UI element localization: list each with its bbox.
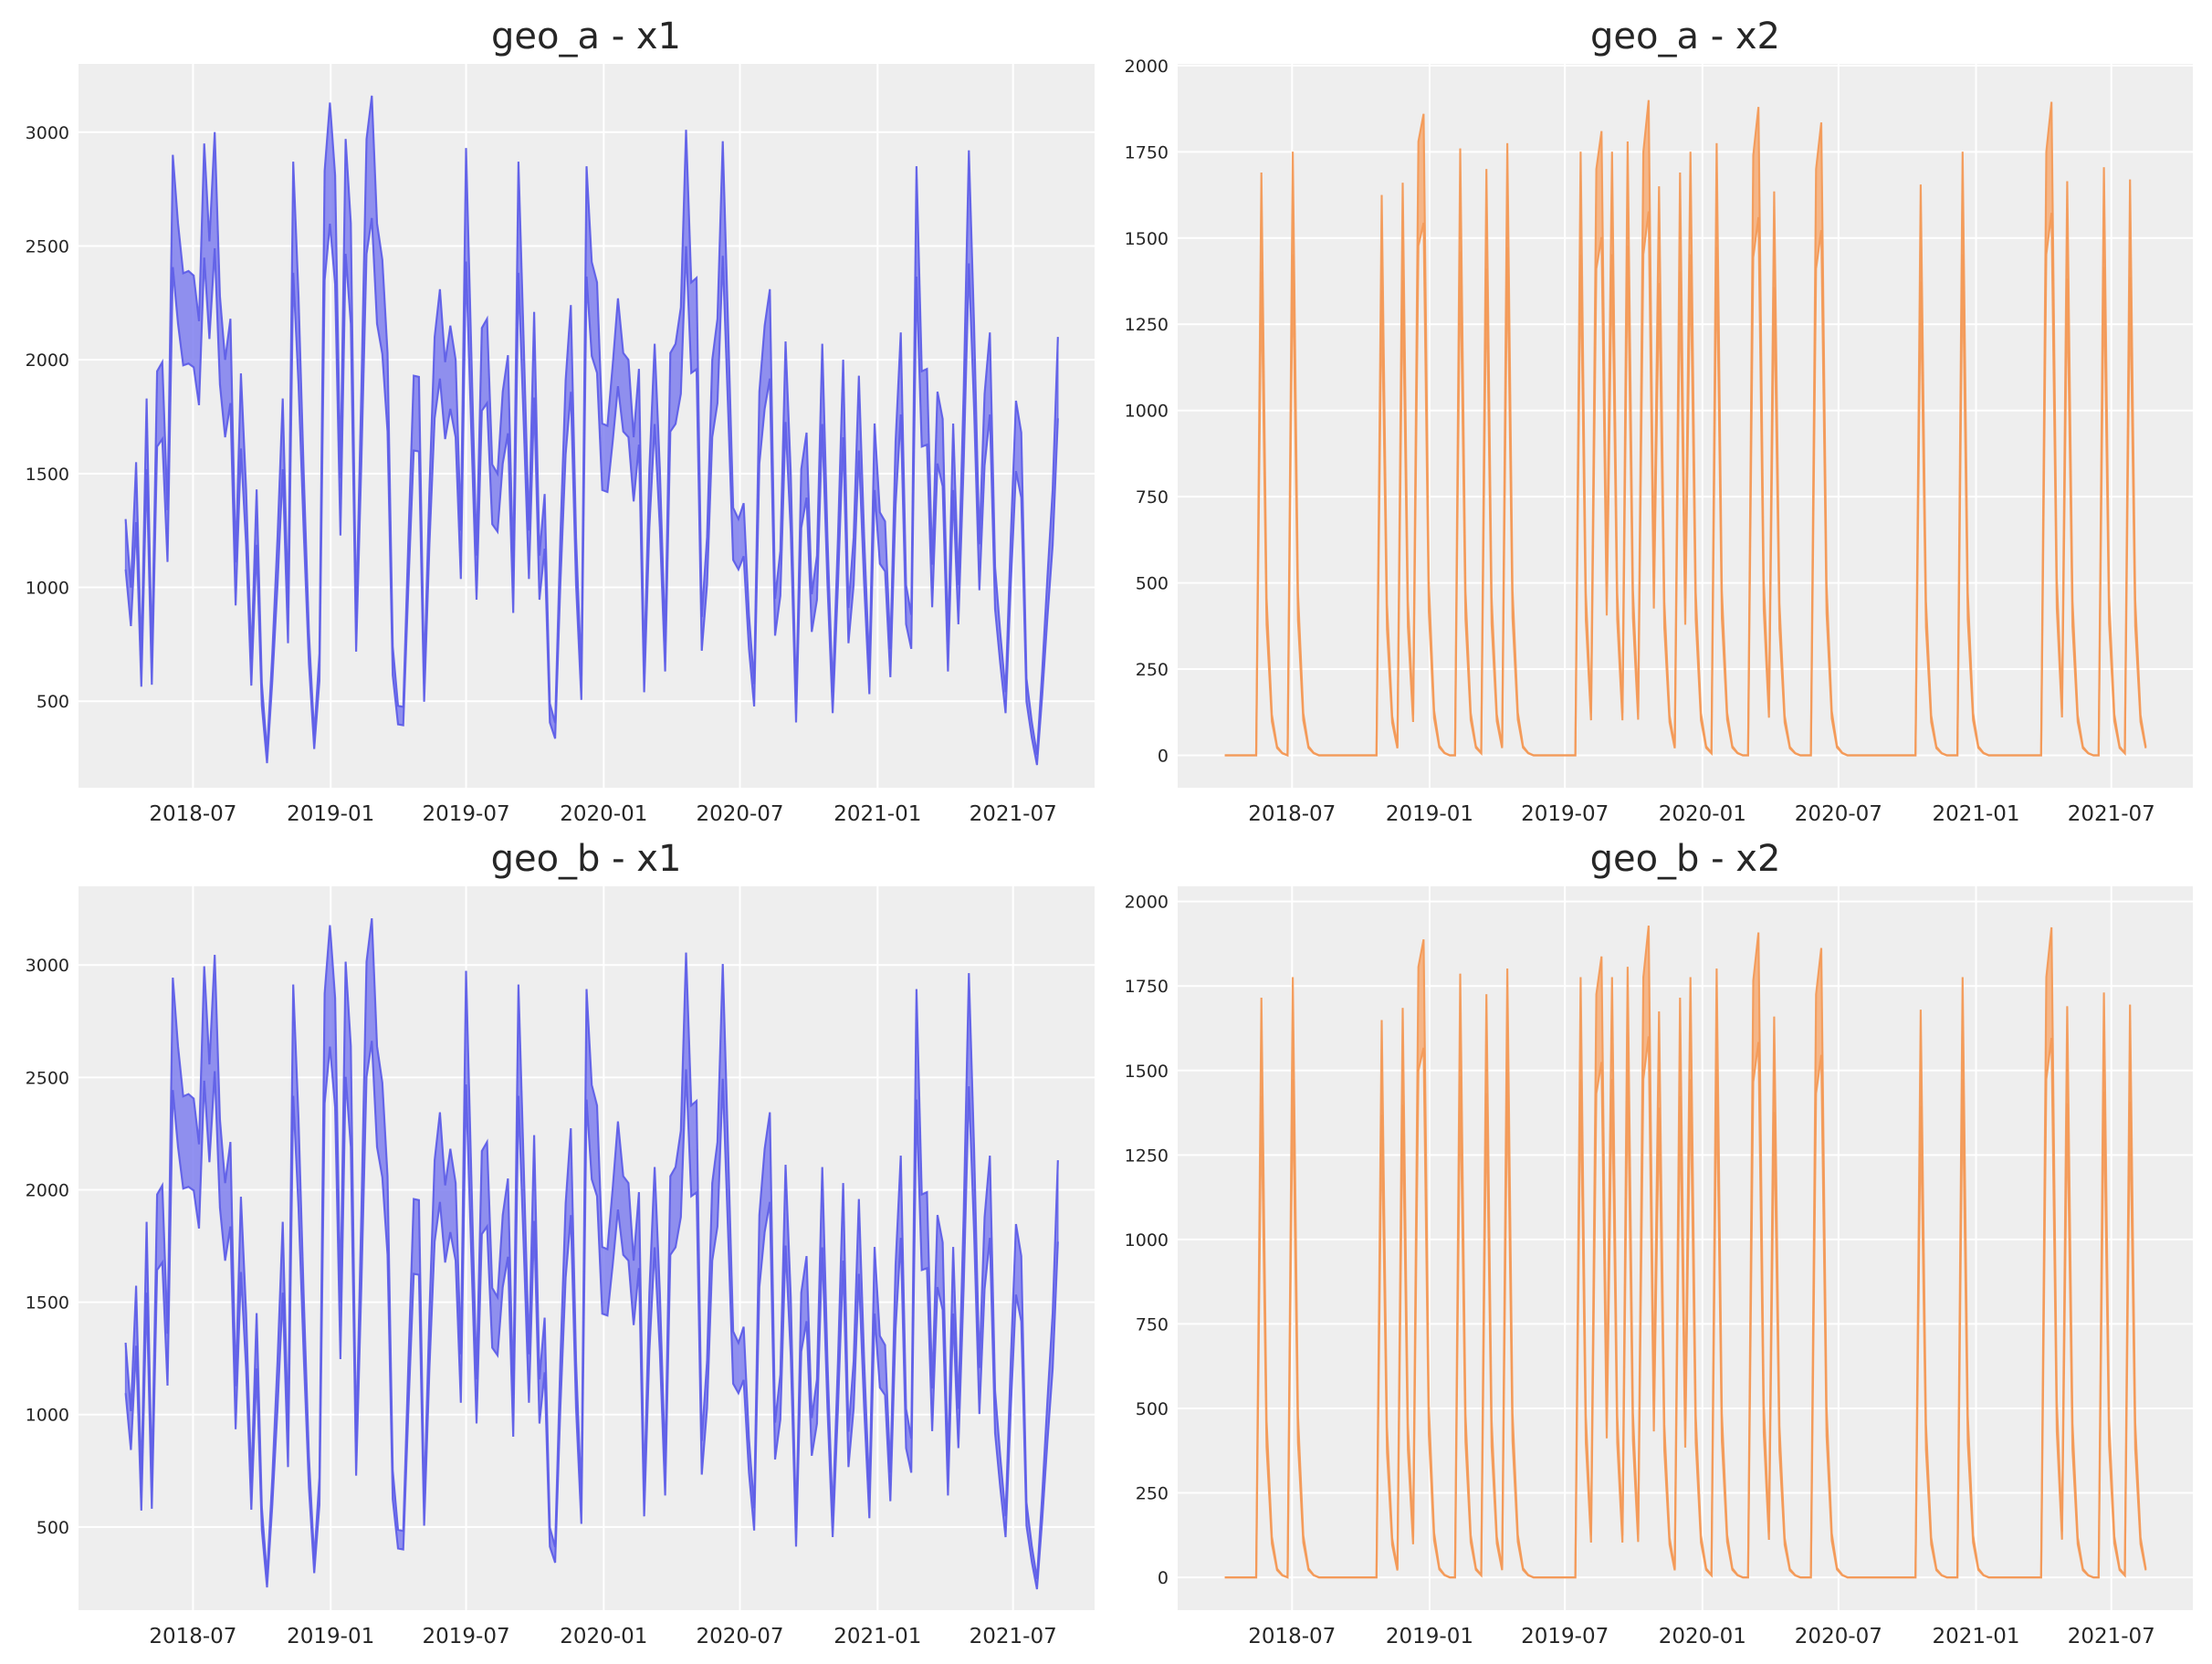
y-tick-label: 1000 (1125, 402, 1169, 422)
y-tick-label: 750 (1136, 487, 1169, 508)
x-tick-label: 2020-07 (1795, 1625, 1882, 1648)
y-tick-label: 0 (1158, 1568, 1169, 1588)
upper-line (124, 917, 1059, 1579)
y-tick-label: 500 (1136, 574, 1169, 594)
y-tick-label: 1750 (1125, 977, 1169, 997)
y-tick-label: 2000 (26, 1180, 69, 1200)
lower-line (124, 217, 1059, 766)
y-tick-label: 1500 (26, 465, 69, 485)
x-tick-label: 2021-07 (970, 802, 1057, 826)
x-tick-label: 2021-07 (2068, 802, 2155, 826)
panel-title: geo_b - x1 (491, 838, 682, 880)
y-tick-label: 2000 (26, 351, 69, 371)
y-tick-label: 1250 (1125, 315, 1169, 335)
panel-title: geo_a - x2 (1590, 16, 1780, 58)
y-tick-label: 250 (1136, 1484, 1169, 1504)
y-tick-label: 1750 (1125, 142, 1169, 162)
x-tick-label: 2020-01 (1659, 802, 1746, 826)
y-tick-label: 500 (37, 1518, 69, 1538)
panel-title: geo_b - x2 (1590, 838, 1781, 880)
x-tick-label: 2018-07 (1248, 1625, 1336, 1648)
x-tick-label: 2021-01 (1932, 802, 2019, 826)
x-tick-label: 2018-07 (149, 1625, 236, 1648)
x-tick-label: 2018-07 (1248, 802, 1336, 826)
x-tick-label: 2021-01 (1932, 1625, 2019, 1648)
y-tick-label: 3000 (26, 956, 69, 976)
y-tick-label: 750 (1136, 1314, 1169, 1334)
x-tick-label: 2019-01 (287, 802, 374, 826)
x-tick-label: 2019-01 (1386, 802, 1473, 826)
x-tick-label: 2019-07 (422, 802, 509, 826)
x-tick-label: 2019-01 (287, 1625, 374, 1648)
y-tick-label: 1000 (26, 1406, 69, 1426)
y-tick-label: 1000 (26, 579, 69, 599)
y-tick-label: 0 (1158, 746, 1169, 766)
lower-line (1224, 211, 2147, 758)
x-tick-label: 2019-07 (1521, 1625, 1609, 1648)
panel-geo-b-x2: geo_b - x2 0 250 500 750 1000 1250 1500 1750 200… (1125, 838, 2193, 1648)
x-tick-label: 2019-07 (422, 1625, 509, 1648)
x-tick-label: 2021-07 (2068, 1625, 2155, 1648)
x-tick-label: 2020-01 (1659, 1625, 1746, 1648)
lower-line (124, 1041, 1059, 1590)
panel-geo-b-x1: geo_b - x1 500 1000 1500 2000 2500 3000 2018-0… (26, 838, 1095, 1648)
y-tick-label: 500 (37, 692, 69, 712)
x-tick-label: 2020-07 (696, 1625, 783, 1648)
x-tick-label: 2018-07 (149, 802, 236, 826)
x-tick-label: 2019-07 (1521, 802, 1609, 826)
y-tick-label: 500 (1136, 1399, 1169, 1419)
y-tick-label: 1000 (1125, 1230, 1169, 1251)
y-tick-label: 1500 (1125, 229, 1169, 249)
y-tick-label: 3000 (26, 123, 69, 143)
panel-geo-a-x2: geo_a - x2 0 250 500 750 1000 1250 1500 1750 200… (1125, 16, 2193, 826)
plot-area (1178, 886, 2193, 1610)
y-tick-label: 2500 (26, 1068, 69, 1088)
x-tick-label: 2020-07 (1795, 802, 1882, 826)
y-tick-label: 2500 (26, 236, 69, 256)
x-tick-label: 2021-01 (833, 1625, 921, 1648)
plot-area (1178, 64, 2193, 788)
lower-line (1224, 1036, 2147, 1579)
x-tick-label: 2021-07 (970, 1625, 1057, 1648)
x-tick-label: 2020-01 (560, 802, 647, 826)
y-tick-label: 1500 (26, 1293, 69, 1313)
panel-title: geo_a - x1 (491, 16, 681, 58)
y-tick-label: 2000 (1125, 57, 1169, 77)
upper-line (124, 95, 1059, 755)
x-tick-label: 2019-01 (1386, 1625, 1473, 1648)
y-tick-label: 1500 (1125, 1062, 1169, 1082)
x-tick-label: 2020-07 (696, 802, 783, 826)
panel-geo-a-x1: geo_a - x1 500 1000 1500 2000 2500 3000 2018-0… (26, 16, 1095, 826)
x-tick-label: 2021-01 (833, 802, 921, 826)
x-tick-label: 2020-01 (560, 1625, 647, 1648)
y-tick-label: 2000 (1125, 893, 1169, 913)
y-tick-label: 1250 (1125, 1146, 1169, 1166)
y-tick-label: 250 (1136, 660, 1169, 680)
